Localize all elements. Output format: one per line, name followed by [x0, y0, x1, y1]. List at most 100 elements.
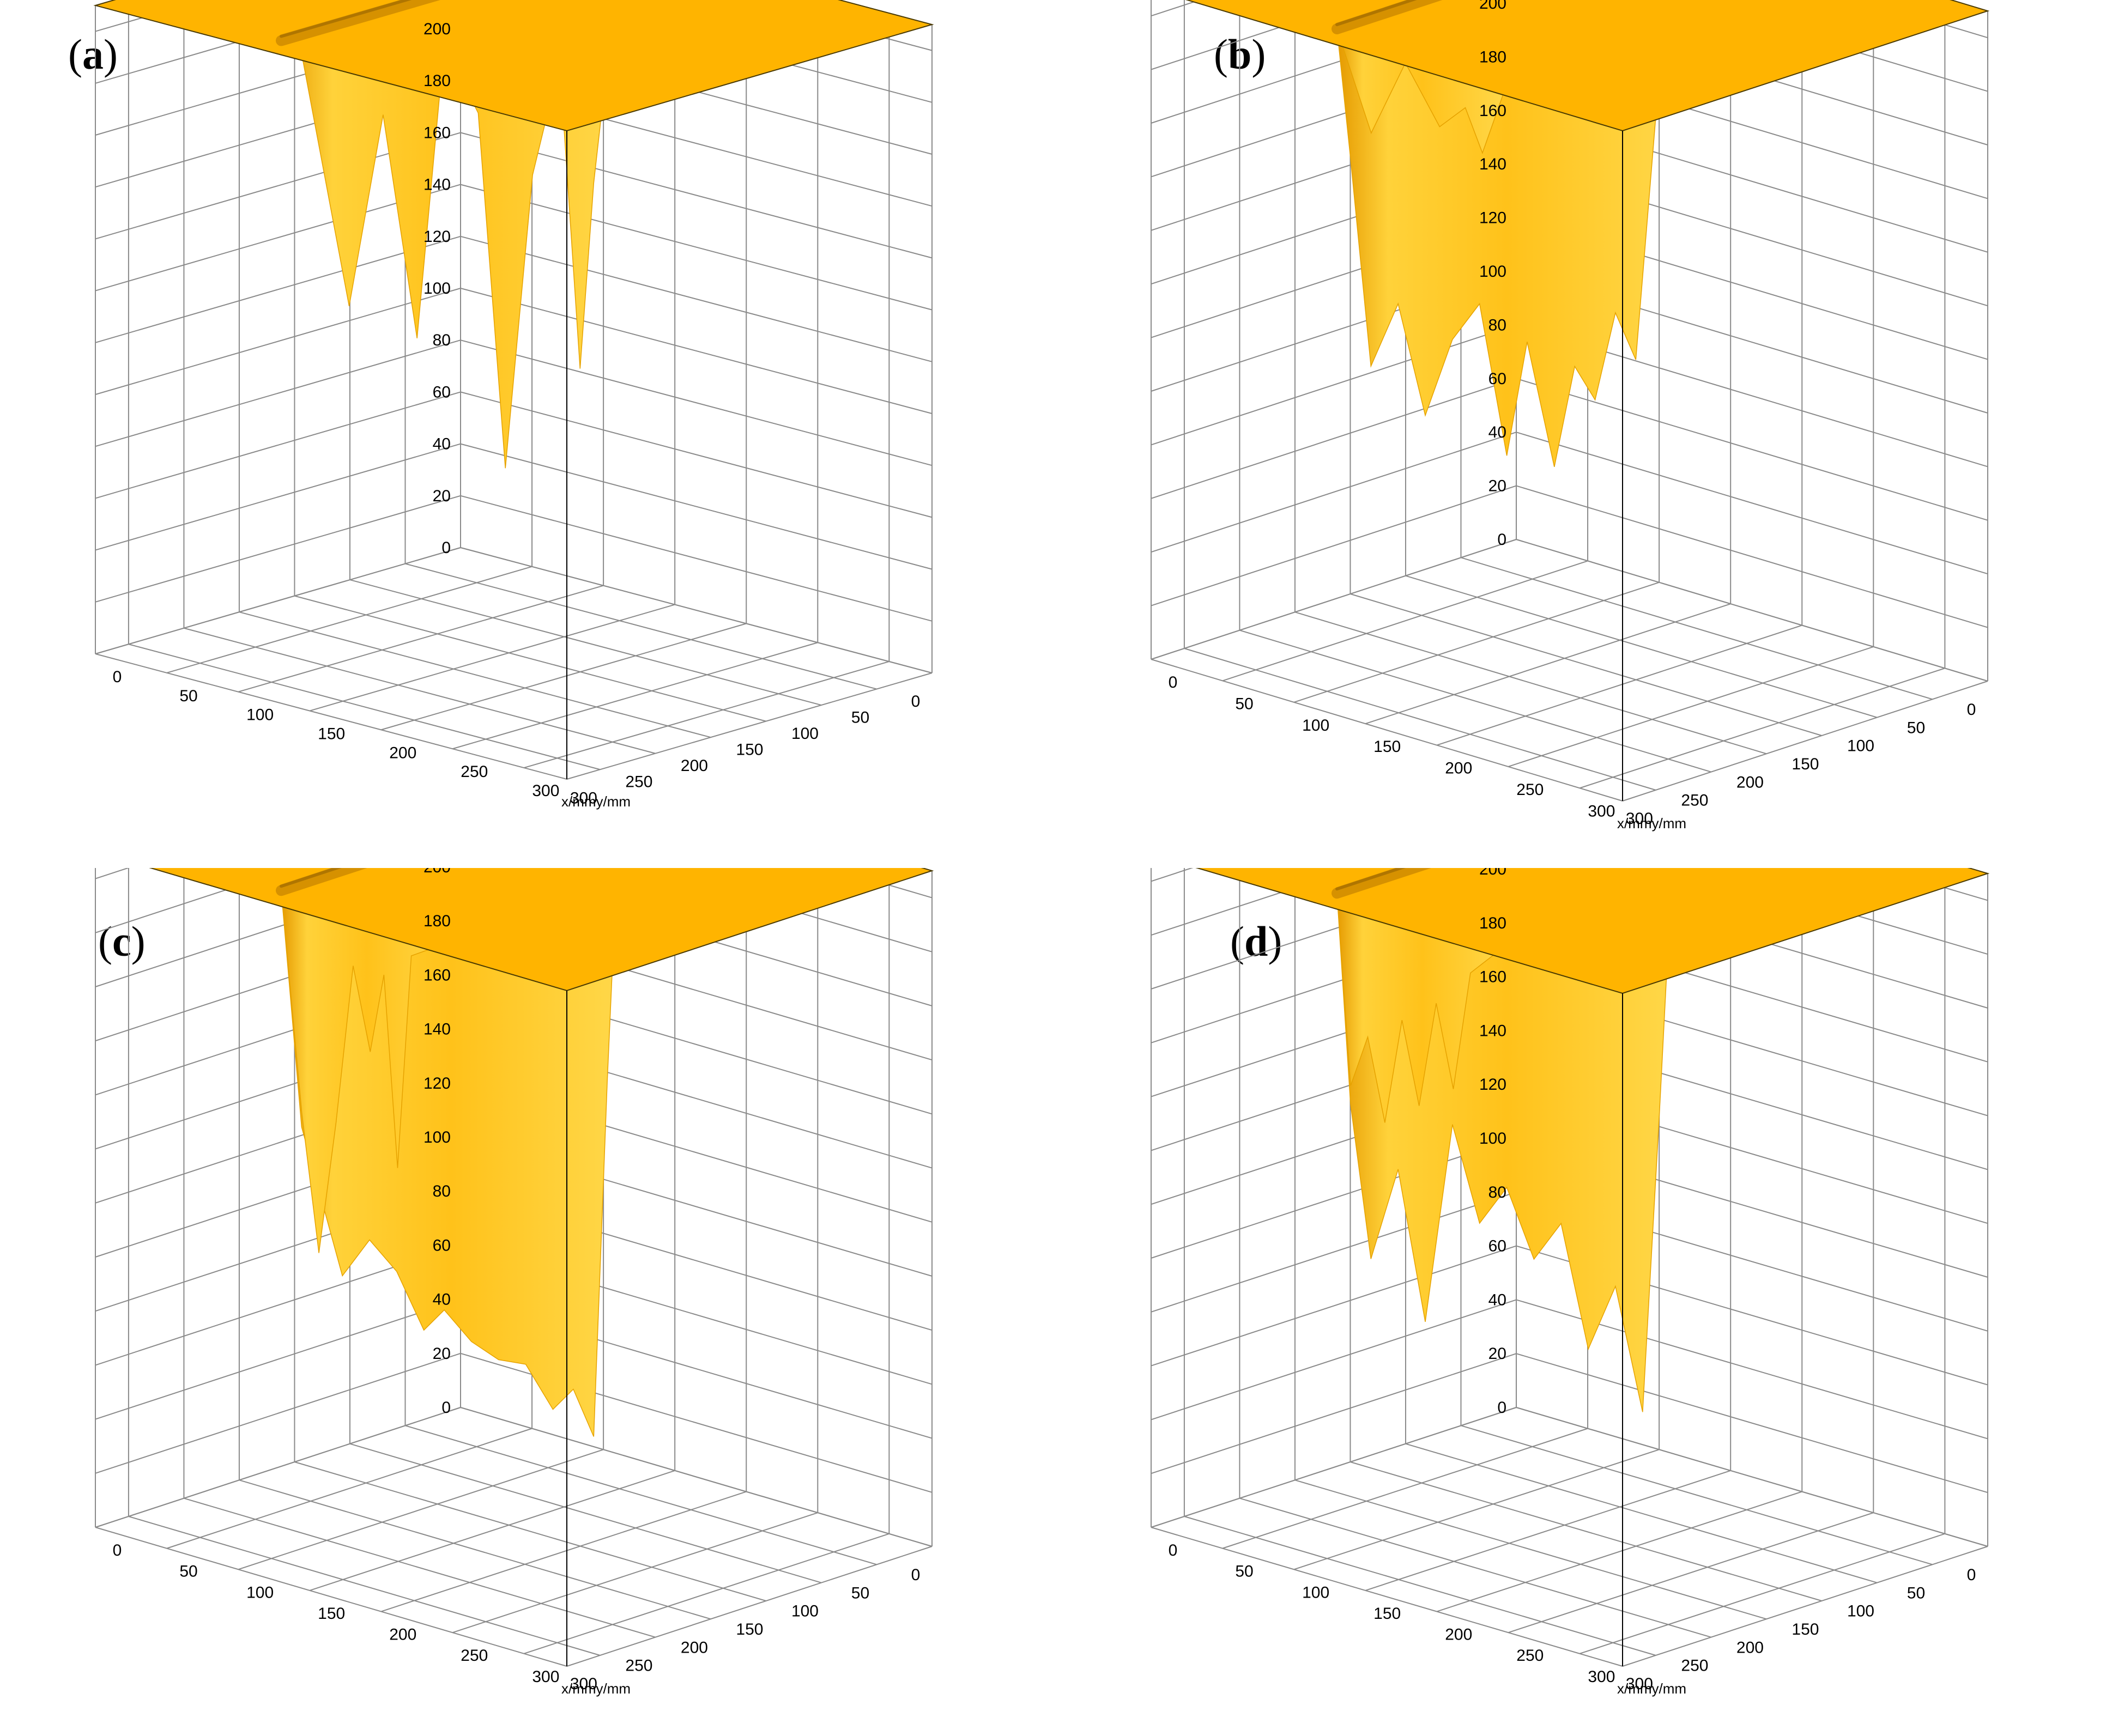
floor-gridline: [239, 1479, 711, 1620]
panel-label: (a): [68, 31, 118, 78]
surface-groove-edge: [1335, 868, 1406, 891]
x-tick-label: 250: [625, 773, 652, 791]
z-tick-label: 40: [433, 435, 451, 453]
x-tick-label: 50: [1907, 1584, 1925, 1602]
x-tick-label: 100: [1847, 737, 1874, 755]
x-tick-label: 0: [1967, 1566, 1976, 1584]
floor-gridline: [1580, 667, 1945, 789]
surface-groove-edge: [1335, 0, 1417, 26]
surface-groove-edge: [280, 0, 412, 38]
z-tick-label: 40: [1488, 423, 1506, 441]
wall-gridline: [1151, 1245, 1517, 1367]
z-tick-label: 20: [433, 1345, 451, 1363]
chart-body: 020406080100120140160180200220240z050100…: [95, 868, 934, 1697]
z-tick-label: 180: [423, 912, 451, 930]
x-tick-label: 0: [911, 693, 921, 711]
y-tick-label: 150: [318, 1605, 345, 1623]
z-tick-label: 120: [423, 1075, 451, 1092]
y-tick-label: 50: [1235, 1563, 1253, 1581]
floor-gridline: [1365, 1470, 1731, 1591]
y-tick-label: 250: [1516, 781, 1544, 799]
floor-gridline: [309, 604, 675, 712]
z-tick-label: 20: [1488, 1345, 1506, 1363]
z-tick-label: 40: [433, 1291, 451, 1309]
wall-gridline: [460, 1407, 933, 1547]
surface-groove: [276, 868, 367, 896]
x-tick-label: 150: [1792, 1620, 1819, 1638]
panel-c: (c) 020406080100120140160180200220240z05…: [0, 868, 1056, 1736]
chart-body: 020406080100120140160180200220240z050100…: [1151, 0, 1990, 831]
x-tick-label: 100: [791, 1603, 819, 1620]
floor-gridline: [380, 1491, 747, 1612]
x-tick-label: 300: [1626, 810, 1653, 828]
surface-chart-b: 020406080100120140160180200220240z050100…: [1151, 0, 1990, 831]
y-tick-label: 0: [1169, 673, 1178, 691]
surface: [1185, 0, 1990, 468]
chart-body: 020406080100120140160180200220240z050100…: [93, 0, 934, 810]
floor-gridline: [166, 566, 532, 673]
z-tick-label: 160: [423, 966, 451, 984]
floor-gridline: [166, 1428, 532, 1549]
x-tick-label: 300: [1626, 1675, 1653, 1693]
z-tick-label: 140: [423, 176, 451, 194]
floor-gridline: [294, 1461, 766, 1601]
panel-b: (b) 020406080100120140160180200220240z05…: [1056, 0, 2111, 868]
floor-gridline: [1239, 629, 1711, 773]
z-tick-label: 0: [441, 1399, 451, 1417]
floor-gridline: [1436, 1491, 1802, 1612]
floor-gridline: [1294, 611, 1767, 755]
x-tick-label: 300: [570, 1675, 597, 1693]
floor-gridline: [184, 627, 656, 754]
wall-gridline: [1516, 1407, 1988, 1547]
y-tick-label: 150: [318, 725, 345, 743]
y-tick-label: 250: [1516, 1647, 1544, 1665]
floor-gridline: [405, 563, 877, 690]
z-tick-label: 0: [1497, 531, 1506, 549]
y-tick-label: 250: [461, 763, 488, 781]
surface-plateau: [1195, 868, 1990, 994]
wall-gridline: [95, 339, 461, 447]
wall-gridline: [1151, 378, 1517, 499]
z-tick-label: 80: [433, 1182, 451, 1200]
floor-gridline: [452, 1512, 818, 1634]
floor-gridline: [1580, 1533, 1945, 1654]
ticks: 020406080100120140160180200220240z050100…: [113, 20, 921, 810]
x-tick-label: 50: [1907, 719, 1925, 737]
floor-gridline: [524, 661, 889, 769]
wall-gridline: [1151, 324, 1517, 446]
floor-gridline: [1405, 575, 1878, 718]
wall-gridline: [1151, 1353, 1517, 1474]
wall-gridline: [460, 235, 933, 362]
surface: [149, 868, 934, 1437]
x-tick-label: 100: [791, 725, 819, 743]
y-tick-label: 200: [1445, 760, 1472, 778]
z-tick-label: 0: [1497, 1399, 1506, 1417]
wall-gridline: [460, 339, 933, 466]
x-tick-label: 150: [736, 741, 763, 759]
y-tick-label: 150: [1373, 1605, 1401, 1623]
z-tick-label: 180: [1479, 914, 1506, 932]
wall-gridline: [1516, 1353, 1988, 1494]
floor-gridline: [184, 1497, 656, 1638]
wall-gridline: [1516, 432, 1988, 575]
wall-gridline: [95, 1298, 461, 1420]
y-tick-label: 100: [246, 1583, 274, 1601]
surface-chart-c: 020406080100120140160180200220240z050100…: [95, 868, 934, 1697]
floor-gridline: [1461, 1425, 1933, 1565]
x-tick-label: 150: [1792, 755, 1819, 773]
y-tick-label: 0: [1169, 1541, 1178, 1559]
panel-d: (d) 020406080100120140160180200220240z05…: [1056, 868, 2111, 1736]
y-tick-label: 300: [1588, 1668, 1615, 1686]
y-tick-label: 50: [179, 687, 197, 705]
wall-gridline: [95, 1407, 461, 1528]
wall-gridline: [1151, 1407, 1517, 1528]
y-tick-label: 0: [113, 668, 122, 686]
x-tick-label: 50: [851, 1584, 869, 1602]
surface: [93, 0, 934, 469]
floor-gridline: [1508, 646, 1874, 767]
wall-gridline: [95, 391, 461, 499]
z-tick-label: 40: [1488, 1291, 1506, 1309]
xy-axis-label: x/mmy/mm: [561, 1680, 631, 1697]
x-tick-label: 200: [1736, 773, 1764, 791]
wall-gridline: [1516, 378, 1988, 521]
